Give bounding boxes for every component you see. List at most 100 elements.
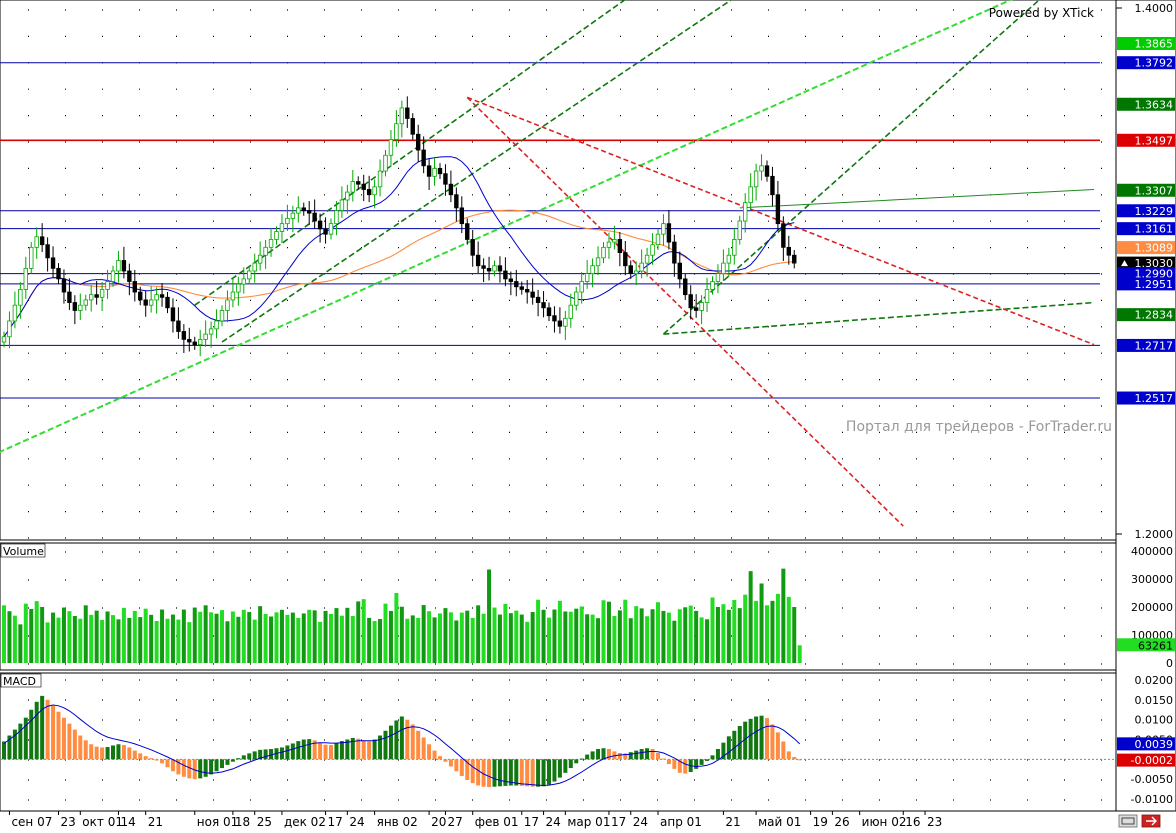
- macd-bar: [290, 743, 295, 760]
- volume-bar: [198, 611, 203, 663]
- volume-bar: [606, 601, 611, 663]
- macd-bar: [743, 721, 748, 760]
- candle-body: [72, 302, 78, 311]
- macd-bar: [285, 745, 290, 760]
- candle-body: [492, 265, 497, 272]
- macd-bar: [541, 759, 546, 787]
- candle-body: [132, 281, 137, 293]
- trend-line-light-green[interactable]: [0, 0, 1039, 453]
- candle-body: [312, 212, 317, 222]
- candle-body: [699, 302, 704, 311]
- time-label: янв 02: [377, 815, 418, 829]
- volume-bar: [530, 612, 535, 663]
- time-label: 20: [431, 815, 446, 829]
- candle-body: [590, 265, 595, 275]
- restore-icon: [1121, 817, 1135, 825]
- price-tag: [1117, 97, 1175, 111]
- candle-body: [737, 220, 742, 240]
- macd-bar: [405, 719, 410, 760]
- candle-body: [732, 239, 737, 256]
- price-tag: [1117, 222, 1175, 236]
- candle-body: [148, 299, 154, 306]
- price-tag-label: 1.2517: [1135, 392, 1174, 405]
- volume-bar: [138, 617, 143, 663]
- macd-bar: [165, 759, 170, 768]
- candle-body: [78, 304, 83, 311]
- volume-bar: [699, 617, 704, 663]
- candle-body: [285, 217, 290, 225]
- candle-body: [470, 239, 475, 256]
- candle-body: [230, 291, 236, 301]
- candle-body: [192, 341, 197, 346]
- macd-bar: [508, 759, 513, 786]
- candle-body: [792, 254, 797, 264]
- trend-line-thin-green[interactable]: [739, 188, 1095, 209]
- volume-bar: [220, 610, 224, 663]
- price-axis: 1.4000 1.2000 1.3865 1.3792 1.3634 1.3497 1.33…: [1116, 2, 1175, 806]
- candle-body: [225, 299, 230, 311]
- candle-body: [236, 283, 241, 293]
- volume-bar: [552, 609, 557, 663]
- candle-body: [23, 267, 28, 290]
- macd-bar: [765, 718, 769, 760]
- price-panel[interactable]: [0, 0, 1117, 541]
- macd-bar: [574, 759, 579, 764]
- price-tag: [1117, 37, 1175, 51]
- trend-channel-lower[interactable]: [194, 0, 669, 306]
- trend-channel-upper[interactable]: [221, 0, 778, 343]
- volume-bar: [628, 618, 633, 663]
- macd-bar: [683, 759, 688, 774]
- macd-bar: [650, 749, 655, 760]
- horizontal-levels: [0, 62, 1100, 399]
- trend-channel-spring[interactable]: [662, 0, 1044, 335]
- trend-line-red-steep[interactable]: [466, 96, 904, 527]
- time-label: 26: [834, 815, 849, 829]
- macd-bar: [568, 759, 573, 769]
- candle-body: [334, 210, 339, 225]
- macd-bar: [623, 753, 628, 760]
- volume-bar: [83, 605, 88, 663]
- volume-bar: [290, 612, 295, 663]
- macd-bar: [192, 759, 197, 780]
- volume-bar: [274, 612, 279, 663]
- current-price-icon: [1121, 260, 1128, 267]
- time-label: 25: [257, 815, 272, 829]
- price-axis-panel[interactable]: [1115, 0, 1176, 812]
- candle-body: [203, 333, 208, 340]
- candle-body: [459, 207, 464, 225]
- macd-bar: [705, 759, 710, 761]
- macd-bar: [372, 739, 377, 760]
- volume-bar: [470, 617, 475, 663]
- macd-bar: [296, 741, 301, 760]
- time-label: 23: [927, 815, 942, 829]
- volume-bar: [399, 606, 404, 663]
- macd-bar: [279, 747, 284, 760]
- candle-body: [557, 320, 563, 327]
- candle-body: [83, 299, 88, 306]
- volume-bar: [329, 614, 333, 663]
- candle-body: [214, 320, 219, 330]
- volume-bar: [372, 621, 377, 663]
- macd-bar: [465, 759, 470, 780]
- trend-lines: [0, 0, 1095, 527]
- candle-body: [650, 244, 655, 256]
- candle-body: [775, 194, 781, 225]
- macd-bar: [721, 742, 726, 760]
- candle-body: [45, 244, 50, 259]
- volume-bar: [683, 607, 688, 663]
- macd-bar: [726, 736, 731, 760]
- macd-bar: [236, 758, 241, 760]
- volume-bar: [241, 609, 246, 663]
- candle-body: [252, 262, 257, 272]
- trend-line-red-shallow[interactable]: [466, 96, 1095, 346]
- volume-bar: [258, 606, 263, 663]
- volume-bar: [361, 599, 366, 663]
- macd-panel[interactable]: [0, 672, 1117, 812]
- macd-bar: [214, 759, 219, 772]
- volume-axis-label: 400000: [1131, 545, 1173, 558]
- candle-body: [535, 296, 541, 303]
- volume-bar: [12, 615, 17, 663]
- volume-bar: [677, 609, 682, 663]
- time-label: 17: [328, 815, 343, 829]
- candle-body: [345, 191, 350, 201]
